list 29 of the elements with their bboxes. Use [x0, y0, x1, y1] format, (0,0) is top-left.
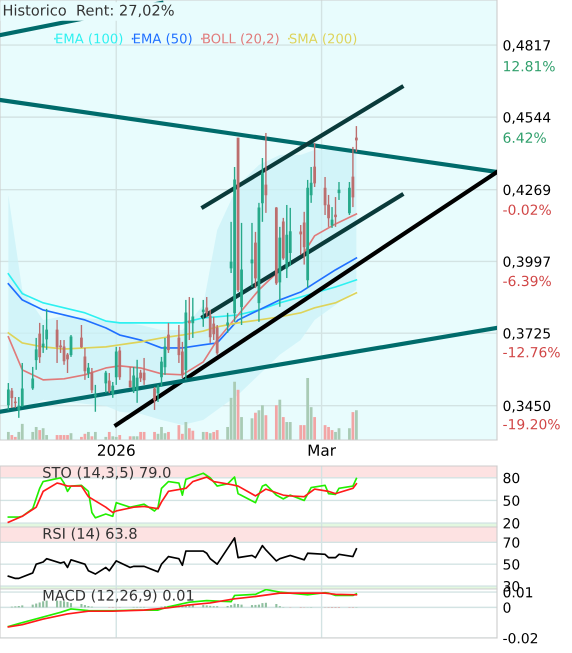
y2-tick-label: 6.42%: [504, 132, 546, 143]
x-tick-label: Mar: [308, 444, 336, 456]
y2-tick-label: -0.02%: [503, 204, 551, 215]
y-tick-label: 50: [504, 495, 520, 506]
legend-label: SMA (200): [290, 33, 356, 46]
legend-label: BOLL (20,2): [203, 33, 279, 46]
y-tick-label: 0,3997: [503, 256, 550, 268]
y-tick-label: 0,4269: [503, 184, 550, 197]
legend-label: EMA (100): [56, 33, 122, 46]
chart-title: STO (14,3,5) 79.0: [43, 466, 170, 480]
y-tick-label: 0,3725: [503, 328, 550, 340]
y-tick-label: 20: [504, 518, 520, 529]
chart-title: Historico Rent: 27,02%: [4, 4, 174, 18]
y2-tick-label: -6.39%: [503, 276, 551, 286]
y-tick-label: 50: [504, 559, 520, 570]
chart-title: MACD (12,26,9) 0.01: [44, 590, 194, 602]
y-tick-label: 70: [504, 537, 520, 548]
y2-tick-label: -12.76%: [503, 346, 560, 358]
x-tick-label: 2026: [98, 444, 135, 456]
y-tick-label: 80: [503, 472, 520, 484]
chart-title: RSI (14) 63.8: [44, 528, 137, 541]
y-tick-label: 0,4817: [503, 40, 550, 52]
y2-tick-label: 12.81%: [504, 60, 555, 72]
y2-tick-label: -19.20%: [503, 418, 560, 430]
legend-label: EMA (50): [134, 33, 192, 46]
y-tick-label: 0,4544: [503, 112, 550, 124]
y-tick-label: 0,3450: [503, 400, 550, 413]
y-tick-label: 0: [503, 602, 510, 613]
y-tick-label: -0.02: [503, 632, 538, 644]
